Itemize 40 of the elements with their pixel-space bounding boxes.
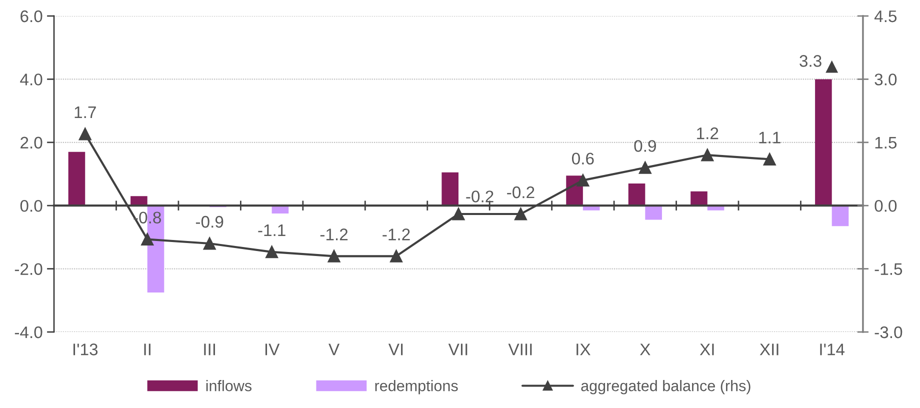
x-tick-label: XII	[760, 344, 778, 356]
x-tick-label: IX	[576, 344, 590, 356]
data-label: 1.1	[759, 132, 780, 144]
data-label: 0.9	[634, 140, 656, 152]
x-tick-label: I'14	[820, 344, 845, 356]
y2-tick-label: 0.0	[874, 200, 897, 212]
x-tick-label: I'13	[73, 344, 98, 356]
data-label: -1.2	[382, 228, 410, 240]
x-tick-label: IV	[265, 344, 280, 356]
y-tick-label: 6.0	[20, 10, 42, 22]
x-tick-label: VII	[448, 344, 468, 356]
y2-tick-label: -3.0	[874, 326, 902, 338]
data-label: 1.2	[697, 127, 718, 140]
legend-label: inflows	[206, 380, 252, 392]
x-tick-label: XI	[700, 344, 714, 356]
x-tick-label: VIII	[508, 344, 532, 356]
data-label: -0.9	[196, 216, 224, 228]
x-tick-label: X	[640, 344, 650, 356]
data-label: -1.2	[320, 228, 348, 240]
data-label: -0.2	[466, 190, 494, 202]
y2-tick-label: 4.5	[874, 10, 897, 22]
data-label: -0.2	[507, 186, 534, 198]
legend-label: aggregated balance (rhs)	[581, 380, 750, 394]
y2-tick-label: 3.0	[874, 74, 897, 86]
data-label: 1.7	[74, 106, 96, 118]
data-label: 3.3	[800, 55, 822, 67]
y-tick-label: -2.0	[14, 263, 42, 275]
y-tick-label: 0.0	[20, 200, 42, 212]
legend-label: redemptions	[375, 380, 458, 394]
y2-tick-label: -1.5	[874, 263, 902, 275]
y-tick-label: -4.0	[14, 326, 42, 338]
x-tick-label: VI	[388, 344, 403, 356]
x-tick-label: V	[328, 344, 340, 356]
x-tick-label: II	[144, 344, 150, 356]
y-tick-label: 2.0	[20, 136, 42, 149]
data-label: -1.1	[258, 224, 286, 236]
y2-tick-label: 1.5	[875, 136, 897, 149]
x-tick-label: III	[204, 344, 215, 356]
data-label: 0.6	[572, 152, 594, 165]
y-tick-label: 4.0	[20, 74, 42, 86]
